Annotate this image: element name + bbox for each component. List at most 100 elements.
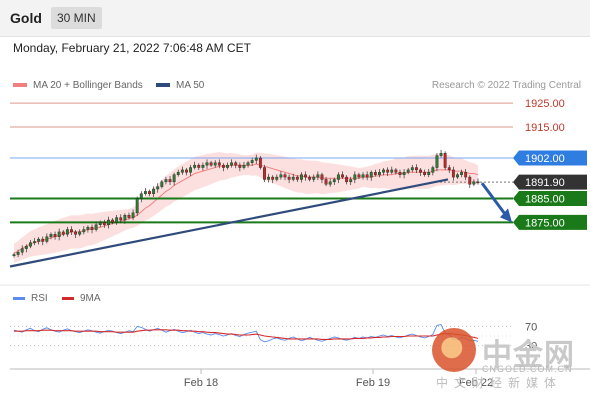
candle-15 xyxy=(74,230,78,239)
candle-56 xyxy=(242,161,246,170)
candle-body-14 xyxy=(70,229,73,233)
candle-body-55 xyxy=(238,164,242,168)
candle-body-94 xyxy=(398,172,402,175)
candle-112 xyxy=(472,179,476,187)
candle-6 xyxy=(37,237,41,245)
cngold-logo xyxy=(432,328,476,372)
level-tag-2: 1902.00 xyxy=(513,150,587,166)
ma50-line xyxy=(9,178,449,268)
candle-body-78 xyxy=(332,179,336,183)
level-tag-3: 1891.90 xyxy=(513,174,587,190)
candle-64 xyxy=(275,174,279,182)
candle-body-6 xyxy=(37,238,41,242)
candle-16 xyxy=(78,229,82,237)
candle-41 xyxy=(180,166,184,175)
level-label-2: 1902.00 xyxy=(525,153,565,165)
top-bar: Gold 30 MIN xyxy=(0,0,590,37)
candle-95 xyxy=(402,168,406,179)
candle-59 xyxy=(254,154,258,165)
candle-20 xyxy=(94,221,98,232)
candle-body-88 xyxy=(373,172,377,175)
candle-92 xyxy=(390,166,394,175)
candle-body-40 xyxy=(176,172,180,175)
candle-body-35 xyxy=(156,186,160,190)
candle-48 xyxy=(209,160,213,168)
candle-body-62 xyxy=(267,176,271,180)
candle-43 xyxy=(189,164,192,177)
candle-27 xyxy=(123,213,127,224)
candle-body-95 xyxy=(402,172,406,175)
candle-34 xyxy=(152,186,156,197)
rsi-level-label-1: 30 xyxy=(525,341,537,353)
candle-69 xyxy=(295,175,299,182)
candle-body-98 xyxy=(414,167,418,171)
candle-62 xyxy=(267,173,271,183)
candle-body-68 xyxy=(291,176,295,180)
candle-body-42 xyxy=(185,169,188,173)
candle-body-91 xyxy=(386,169,390,173)
candle-body-101 xyxy=(427,172,431,175)
candle-body-69 xyxy=(295,176,299,180)
candle-body-46 xyxy=(201,164,205,168)
bollinger-band xyxy=(14,152,478,263)
timeframe-button[interactable]: 30 MIN xyxy=(51,7,102,29)
candle-76 xyxy=(324,176,328,187)
candle-40 xyxy=(176,169,180,177)
candle-102 xyxy=(431,165,435,176)
9ma-swatch xyxy=(62,296,74,300)
candle-body-96 xyxy=(406,169,410,173)
candle-body-34 xyxy=(152,188,156,194)
candle-body-10 xyxy=(53,234,57,237)
candle-45 xyxy=(197,163,201,171)
candle-body-85 xyxy=(361,174,365,178)
candle-body-52 xyxy=(226,164,229,168)
candle-70 xyxy=(300,172,303,183)
watermark-slogan: 中文财经新媒体 xyxy=(436,376,563,390)
ma20-label: MA 20 + Bollinger Bands xyxy=(33,80,143,91)
candle-body-67 xyxy=(287,176,291,180)
level-label-0: 1925.00 xyxy=(525,98,565,110)
candle-body-39 xyxy=(172,174,176,183)
candle-8 xyxy=(45,233,49,244)
candle-87 xyxy=(369,170,373,181)
candle-body-21 xyxy=(98,222,102,225)
candle-22 xyxy=(102,219,106,228)
candle-78 xyxy=(332,177,336,185)
candle-body-18 xyxy=(86,226,90,230)
candle-55 xyxy=(238,162,242,172)
ma50-label: MA 50 xyxy=(176,80,205,91)
forecast-arrow-shaft xyxy=(480,182,508,217)
candle-body-74 xyxy=(316,174,320,178)
candle-body-89 xyxy=(378,172,381,175)
candle-44 xyxy=(193,161,197,170)
candle-body-63 xyxy=(271,176,275,180)
instrument-title: Gold xyxy=(10,10,42,26)
candle-body-111 xyxy=(468,176,472,185)
candle-32 xyxy=(143,188,147,196)
candle-body-22 xyxy=(102,222,106,225)
candle-109 xyxy=(460,169,463,178)
candle-body-12 xyxy=(61,231,65,235)
candle-body-27 xyxy=(123,215,127,221)
rsi-series-rsi xyxy=(13,323,479,343)
candle-body-0 xyxy=(12,254,16,256)
candle-12 xyxy=(61,230,65,237)
candle-63 xyxy=(271,175,275,184)
candle-body-1 xyxy=(16,251,20,255)
candle-113 xyxy=(476,178,480,185)
candle-88 xyxy=(373,169,377,177)
candle-79 xyxy=(336,172,340,184)
candle-10 xyxy=(53,231,57,240)
candle-99 xyxy=(419,168,422,177)
candle-68 xyxy=(291,173,295,182)
candle-body-59 xyxy=(254,157,258,161)
candle-93 xyxy=(394,168,398,175)
candle-73 xyxy=(312,174,316,182)
candle-14 xyxy=(70,226,73,236)
candle-1 xyxy=(16,249,20,258)
candle-53 xyxy=(230,159,234,168)
candle-84 xyxy=(357,172,361,179)
candle-3 xyxy=(24,244,28,253)
candle-17 xyxy=(82,226,86,235)
